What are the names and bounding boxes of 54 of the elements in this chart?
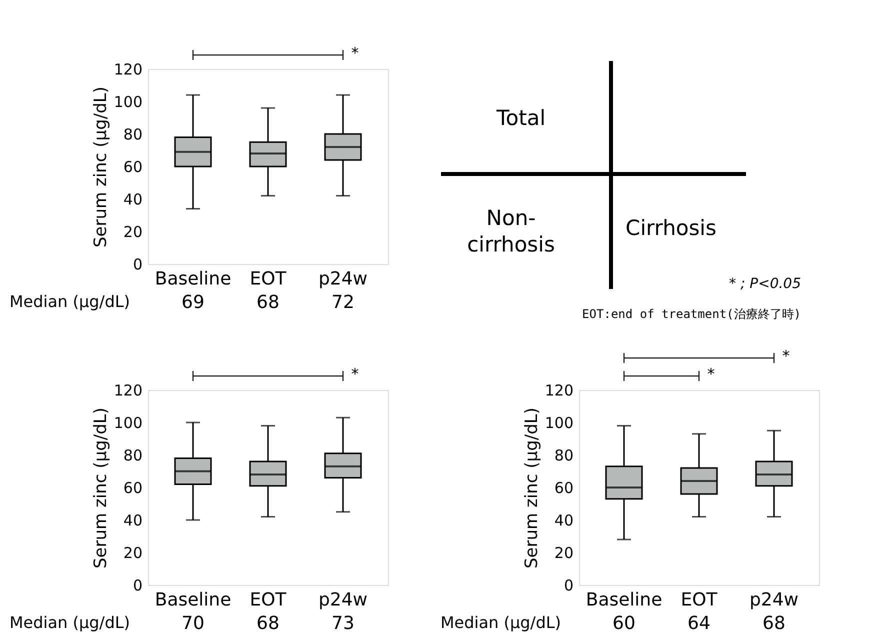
y-tick-label: 40 [123, 190, 142, 208]
y-tick-label: 60 [123, 479, 142, 497]
y-tick-label: 80 [123, 126, 142, 144]
y-tick-label: 60 [554, 479, 574, 497]
text: * [351, 365, 360, 383]
text: EOT:end of treatment(治療終了時) [582, 307, 801, 321]
y-tick-label: 100 [114, 414, 142, 432]
text: 68 [762, 613, 786, 634]
text: * [707, 365, 716, 383]
text: 72 [332, 292, 354, 313]
text: 73 [332, 613, 354, 634]
y-tick-label: 80 [554, 446, 574, 464]
y-tick-label: 80 [123, 446, 142, 464]
x-tick-label: EOT [680, 590, 718, 610]
y-tick-label: 20 [554, 544, 574, 562]
x-tick-label: Baseline [154, 268, 232, 290]
text: Median (μg/dL) [9, 613, 130, 632]
text: 69 [182, 292, 204, 313]
text: Cirrhosis [626, 216, 716, 240]
x-tick-label: p24w [318, 590, 368, 610]
text: 68 [256, 292, 280, 313]
y-tick-label: 100 [544, 414, 574, 432]
text: 70 [182, 613, 204, 634]
y-tick-label: 0 [132, 576, 142, 594]
y-axis-title: Serum zinc (μg/dL) [90, 407, 111, 569]
y-axis-title: Serum zinc (μg/dL) [522, 407, 542, 569]
y-tick-label: 40 [554, 512, 574, 530]
text: 68 [256, 613, 280, 634]
text: * ; P<0.05 [729, 276, 802, 292]
y-tick-label: 0 [132, 256, 142, 274]
y-tick-label: 20 [123, 544, 142, 562]
y-tick-label: 40 [123, 512, 142, 530]
y-tick-label: 120 [114, 60, 142, 78]
text: 60 [612, 613, 636, 634]
y-axis-title: Serum zinc (μg/dL) [90, 86, 111, 248]
x-tick-label: EOT [250, 590, 288, 610]
y-tick-label: 100 [114, 93, 142, 111]
text: 64 [688, 613, 710, 634]
y-tick-label: 60 [123, 158, 142, 176]
x-tick-label: Baseline [154, 590, 232, 610]
y-tick-label: 20 [123, 223, 142, 241]
text: Median (μg/dL) [440, 613, 561, 632]
y-tick-label: 0 [564, 576, 574, 594]
y-tick-label: 120 [544, 382, 574, 400]
text: * [351, 44, 360, 62]
text: Total [495, 106, 546, 130]
x-tick-label: p24w [318, 268, 368, 290]
x-tick-label: p24w [749, 590, 799, 610]
text: Non-cirrhosis [467, 206, 555, 256]
x-tick-label: Baseline [586, 590, 662, 610]
x-tick-label: EOT [250, 268, 288, 290]
text: * [782, 347, 790, 365]
y-tick-label: 120 [114, 382, 142, 400]
text: Median (μg/dL) [9, 292, 130, 311]
